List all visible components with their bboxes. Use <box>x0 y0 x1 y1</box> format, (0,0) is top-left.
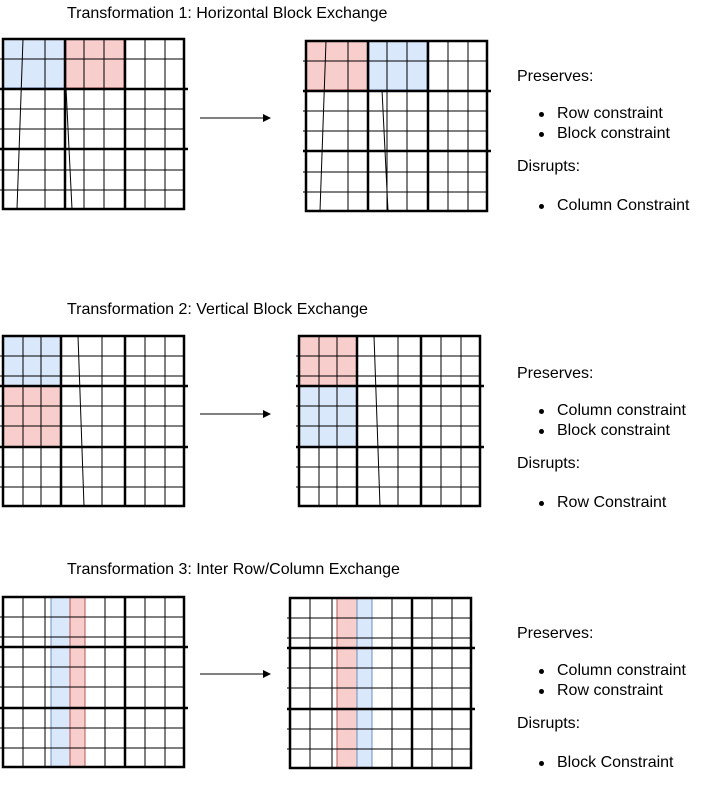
list-item: Column constraint <box>517 401 717 421</box>
t1-red-block <box>65 38 125 89</box>
t1-constraints: Preserves: Row constraint Block constrai… <box>517 67 717 216</box>
t3-after-red-column <box>336 597 358 769</box>
t1-after-red-block <box>305 40 369 91</box>
t2-arrow <box>200 410 271 418</box>
list-item: Block constraint <box>517 421 717 441</box>
t3-red-column <box>69 596 86 768</box>
list-item: Row Constraint <box>517 493 717 513</box>
t1-disrupts-heading: Disrupts: <box>517 158 581 175</box>
t3-after-grid <box>287 596 475 770</box>
t3-constraints: Preserves: Column constraint Row constra… <box>517 624 717 773</box>
list-item: Block Constraint <box>517 753 717 773</box>
t2-disrupts-heading: Disrupts: <box>517 455 581 472</box>
t2-constraints: Preserves: Column constraint Block const… <box>517 364 717 513</box>
list-item: Row constraint <box>517 104 717 124</box>
t1-after-blue-block <box>368 40 428 91</box>
list-item: Column constraint <box>517 661 717 681</box>
t3-before-grid <box>0 595 188 769</box>
t3-preserves-list: Column constraint Row constraint <box>517 661 717 701</box>
t3-blue-column <box>50 596 71 768</box>
t3-disrupts-list: Block Constraint <box>517 753 717 773</box>
list-item: Block constraint <box>517 124 717 144</box>
t2-preserves-heading: Preserves: <box>517 365 594 382</box>
t3-preserves-heading: Preserves: <box>517 625 594 642</box>
transformation-3-title: Transformation 3: Inter Row/Column Excha… <box>67 561 400 578</box>
t3-after-blue-column <box>356 597 373 769</box>
t2-after-grid <box>296 334 484 508</box>
t1-arrow <box>200 114 271 122</box>
t2-blue-block <box>2 335 62 387</box>
t1-blue-block <box>2 38 66 89</box>
t1-before-grid <box>0 37 188 211</box>
t3-arrow <box>200 670 271 678</box>
transformation-1-title: Transformation 1: Horizontal Block Excha… <box>67 5 388 22</box>
t2-disrupts-list: Row Constraint <box>517 493 717 513</box>
list-item: Row constraint <box>517 681 717 701</box>
t1-disrupts-list: Column Constraint <box>517 196 717 216</box>
t2-before-grid <box>0 334 188 508</box>
t2-preserves-list: Column constraint Block constraint <box>517 401 717 441</box>
t3-disrupts-heading: Disrupts: <box>517 715 581 732</box>
t1-after-grid <box>303 39 491 213</box>
t2-after-blue-block <box>298 385 358 448</box>
t1-preserves-list: Row constraint Block constraint <box>517 104 717 144</box>
t1-preserves-heading: Preserves: <box>517 68 594 85</box>
transformation-2-title: Transformation 2: Vertical Block Exchang… <box>67 301 368 318</box>
list-item: Column Constraint <box>517 196 717 216</box>
t2-red-block <box>2 385 62 448</box>
t2-after-red-block <box>298 335 358 387</box>
